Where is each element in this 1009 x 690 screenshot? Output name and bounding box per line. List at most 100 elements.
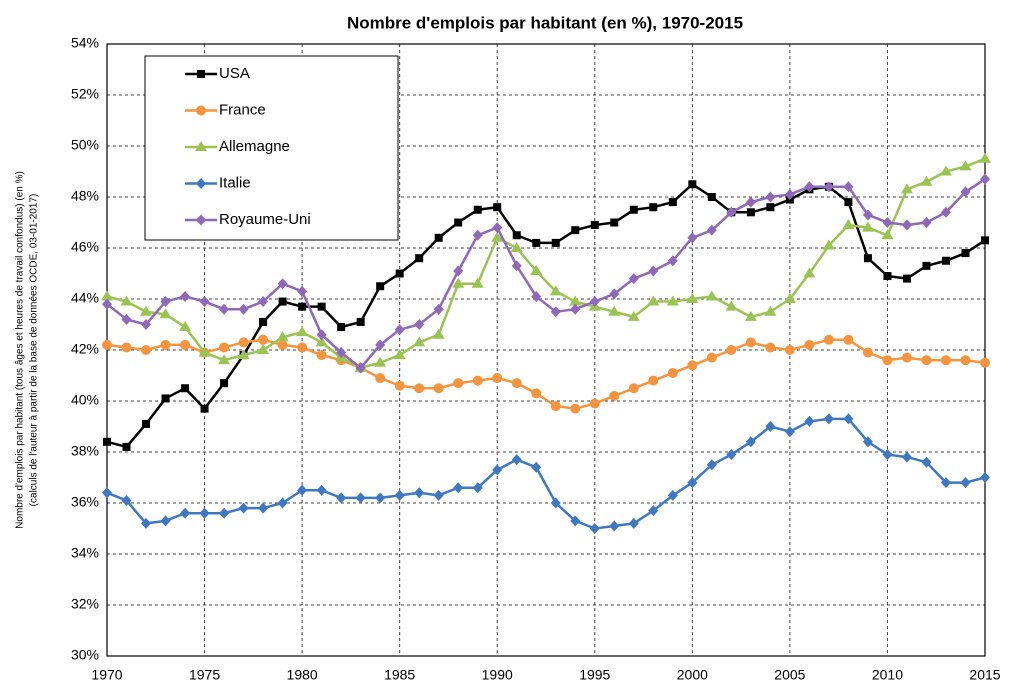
marker — [726, 449, 737, 461]
y-tick-label: 42% — [71, 341, 99, 357]
marker — [316, 484, 327, 496]
marker — [783, 293, 796, 303]
marker — [862, 436, 873, 448]
marker — [745, 436, 756, 448]
marker — [394, 380, 405, 391]
marker — [374, 356, 387, 367]
marker — [433, 383, 444, 394]
x-tick-label: 1990 — [482, 667, 513, 683]
marker — [472, 375, 483, 386]
marker — [355, 362, 366, 374]
marker — [667, 367, 678, 378]
marker — [196, 105, 206, 116]
marker — [511, 378, 522, 389]
series-line — [106, 417, 986, 530]
series — [102, 334, 990, 414]
y-tick-label: 32% — [71, 596, 99, 612]
marker — [590, 221, 599, 230]
marker — [238, 303, 249, 315]
marker — [784, 426, 795, 438]
y-tick-label: 38% — [71, 443, 99, 459]
marker — [394, 324, 405, 336]
y-tick-label: 50% — [71, 137, 99, 153]
series-line — [106, 338, 986, 410]
marker — [452, 277, 465, 288]
marker — [628, 383, 639, 394]
marker — [161, 394, 170, 403]
marker — [276, 331, 289, 342]
marker — [511, 454, 522, 466]
x-tick-label: 1995 — [579, 667, 610, 683]
series-line — [106, 157, 986, 370]
marker — [531, 388, 542, 399]
marker — [745, 337, 756, 348]
marker — [706, 224, 717, 236]
marker — [687, 232, 698, 244]
marker — [862, 209, 873, 221]
marker — [901, 451, 912, 463]
marker — [395, 269, 404, 278]
x-tick-label: 1980 — [287, 667, 318, 683]
marker — [432, 328, 445, 339]
y-tick-label: 48% — [71, 188, 99, 204]
marker — [258, 296, 269, 308]
marker — [473, 205, 482, 214]
marker — [570, 515, 581, 527]
marker — [921, 355, 932, 366]
marker — [315, 336, 328, 347]
marker — [961, 249, 970, 258]
y-tick-label: 30% — [71, 647, 99, 663]
marker — [922, 261, 931, 270]
marker — [179, 321, 192, 332]
series — [102, 413, 990, 534]
marker — [764, 305, 777, 316]
marker — [686, 293, 699, 303]
marker — [181, 384, 190, 393]
x-tick-label: 1970 — [91, 667, 122, 683]
marker — [196, 178, 206, 189]
marker — [570, 303, 581, 315]
marker — [159, 308, 172, 319]
marker — [493, 203, 502, 212]
marker — [589, 398, 600, 409]
marker — [648, 375, 659, 386]
series — [101, 152, 991, 372]
plot-frame — [106, 43, 986, 657]
marker — [551, 238, 560, 247]
marker — [238, 337, 249, 348]
marker — [902, 274, 911, 283]
series — [102, 173, 990, 374]
marker — [901, 352, 912, 363]
marker — [706, 459, 717, 471]
marker — [199, 296, 210, 308]
marker — [939, 165, 952, 176]
marker — [882, 449, 893, 461]
marker — [921, 217, 932, 228]
marker — [726, 206, 737, 218]
marker — [668, 198, 677, 207]
marker — [142, 419, 151, 428]
x-tick-label: 2015 — [969, 667, 1000, 683]
marker — [531, 290, 542, 302]
legend-label: USA — [219, 65, 250, 82]
x-tick-label: 1975 — [189, 667, 220, 683]
marker — [393, 349, 406, 360]
marker — [705, 290, 718, 301]
marker — [122, 442, 131, 451]
marker — [746, 208, 755, 217]
y-tick-label: 44% — [71, 290, 99, 306]
marker — [765, 421, 776, 432]
marker — [414, 383, 425, 394]
marker — [589, 296, 600, 308]
marker — [355, 492, 366, 504]
marker — [298, 302, 307, 311]
marker — [492, 464, 503, 476]
series — [103, 180, 989, 451]
marker — [940, 477, 951, 489]
marker — [121, 494, 132, 506]
marker — [882, 355, 893, 366]
marker — [843, 413, 854, 425]
marker — [180, 507, 191, 519]
marker — [766, 203, 775, 212]
marker — [609, 520, 620, 532]
